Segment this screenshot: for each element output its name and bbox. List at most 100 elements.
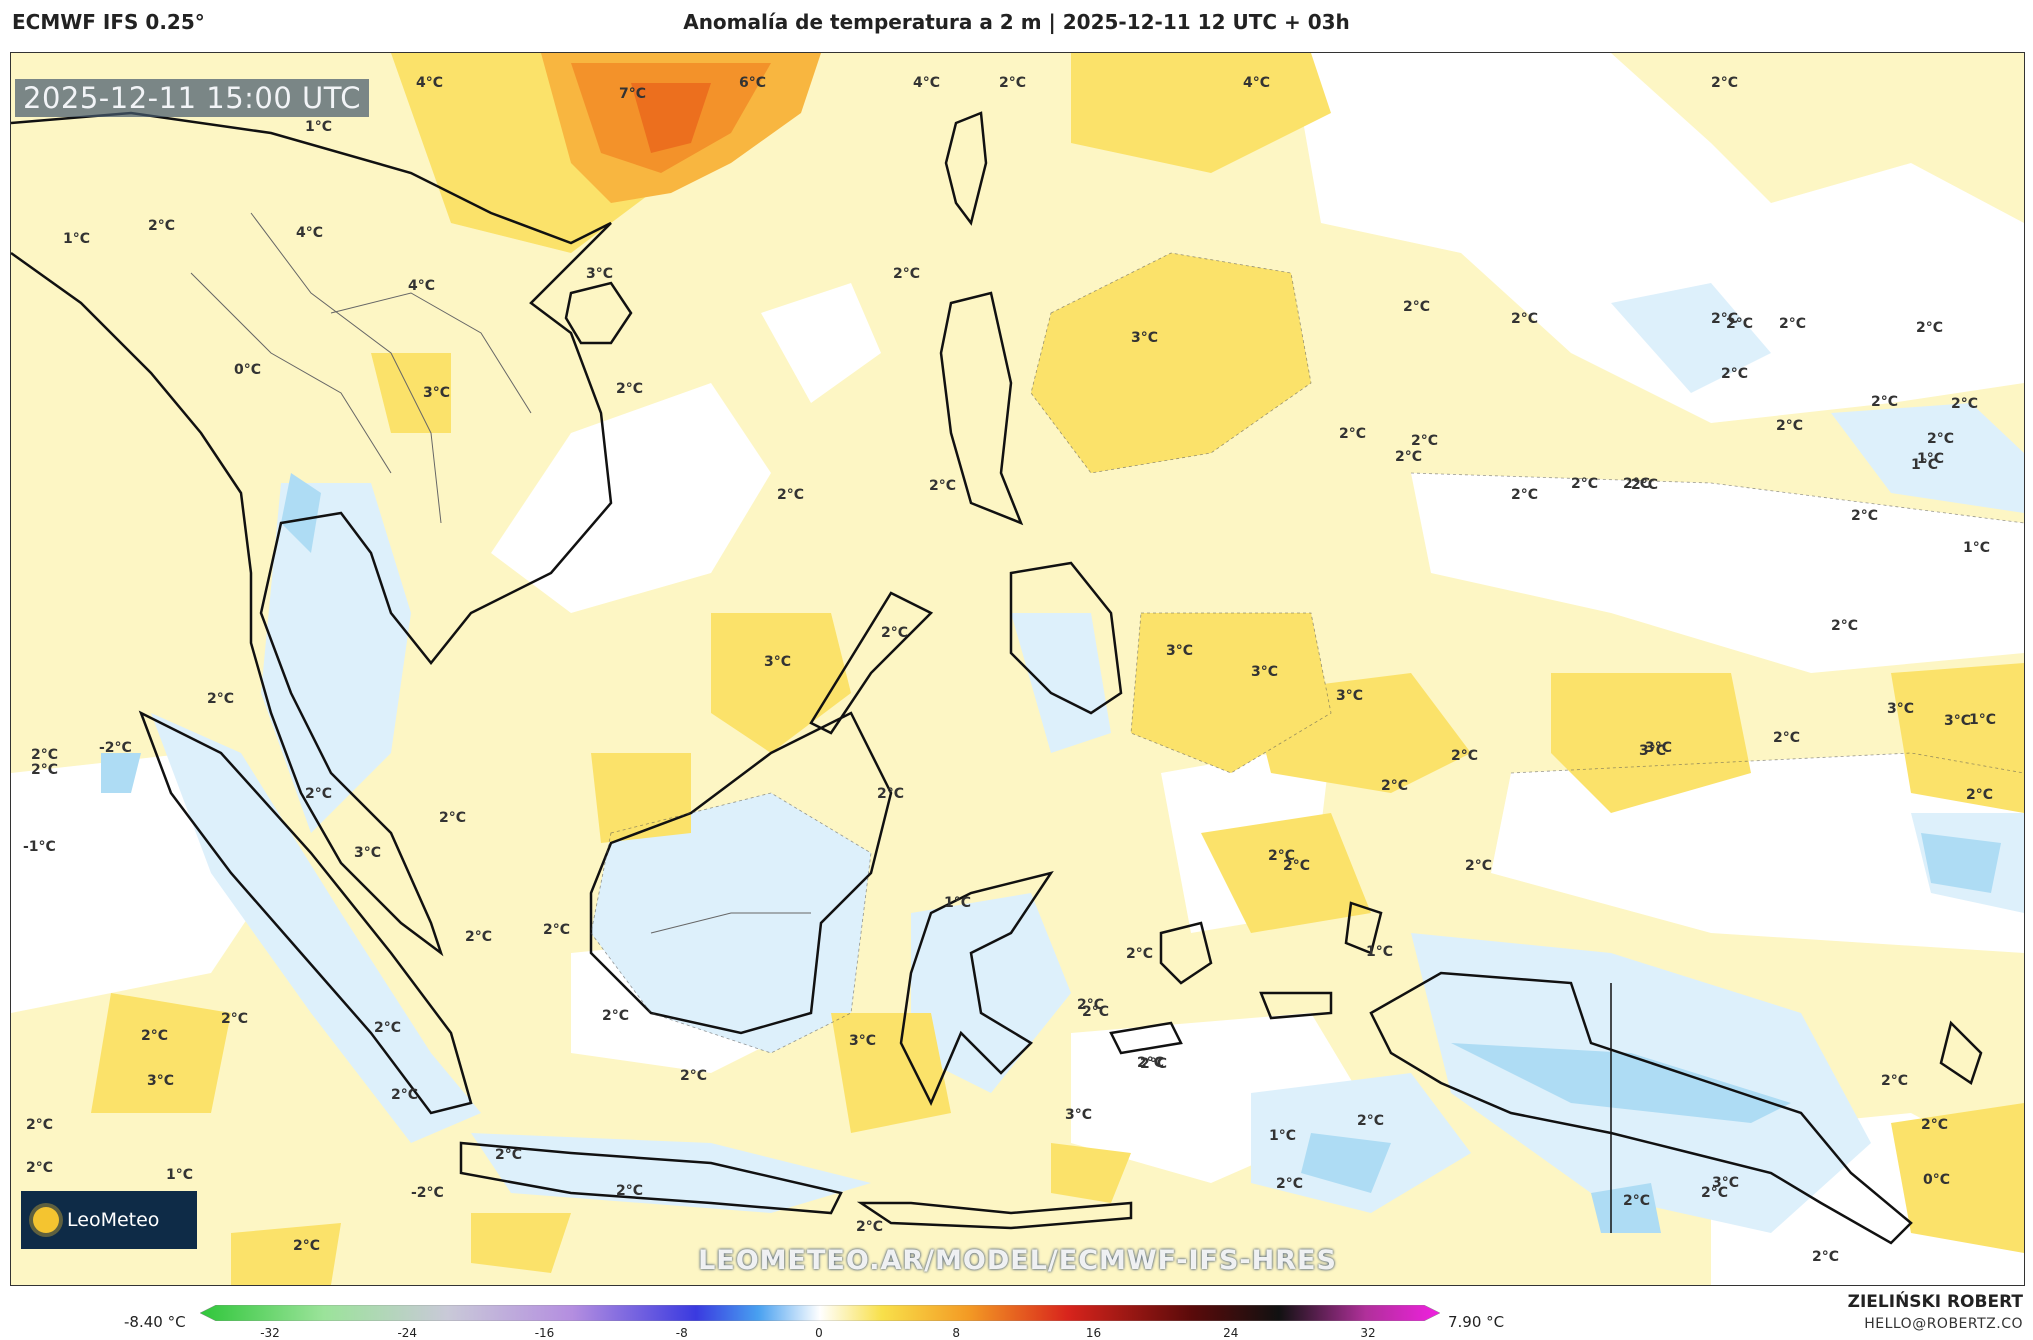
anomaly-value-label: 2°C xyxy=(1966,787,1994,803)
anomaly-value-label: 3°C xyxy=(1065,1107,1093,1123)
anomaly-value-label: 1°C xyxy=(1917,451,1945,467)
anomaly-value-label: 1°C xyxy=(1269,1128,1297,1144)
anomaly-value-label: 3°C xyxy=(354,845,382,861)
anomaly-value-label: 3°C xyxy=(1131,330,1159,346)
anomaly-value-label: 1°C xyxy=(1366,944,1394,960)
anomaly-value-label: 2°C xyxy=(1779,316,1807,332)
anomaly-value-label: 3°C xyxy=(1639,743,1667,759)
anomaly-value-label: 2°C xyxy=(1951,396,1979,412)
hot-anomaly-area xyxy=(541,53,821,203)
anomaly-value-label: 3°C xyxy=(423,385,451,401)
anomaly-value-label: 2°C xyxy=(1711,75,1739,91)
anomaly-value-label: 3°C xyxy=(147,1073,175,1089)
strong-negative-anomaly-areas xyxy=(101,473,2001,1233)
anomaly-value-label: 3°C xyxy=(1645,740,1673,756)
anomaly-value-label: 2°C xyxy=(1571,476,1599,492)
anomaly-value-label: 2°C xyxy=(1357,1113,1385,1129)
colorbar-tick-label: -16 xyxy=(534,1326,555,1340)
anomaly-value-label: 2°C xyxy=(26,1117,54,1133)
anomaly-value-label: 2°C xyxy=(495,1147,523,1163)
anomaly-value-label: 2°C xyxy=(1851,508,1879,524)
temperature-anomaly-map: 2025-12-11 15:00 UTC 4°C 7°C 6°C 4°C 2°C 4°C 2… xyxy=(10,52,2025,1286)
anomaly-value-label: 2°C xyxy=(1831,618,1859,634)
anomaly-value-label: 4°C xyxy=(913,75,941,91)
anomaly-value-label: 1°C xyxy=(1963,540,1991,556)
anomaly-value-label: 2°C xyxy=(1403,299,1431,315)
map-title: Anomalía de temperatura a 2 m | 2025-12-… xyxy=(683,10,1350,34)
moderate-positive-anomaly-areas xyxy=(91,53,2024,1285)
anomaly-value-label: 4°C xyxy=(416,75,444,91)
colorbar-min-label: -8.40 °C xyxy=(124,1313,186,1331)
colorbar-tick-label: 16 xyxy=(1085,1326,1102,1340)
anomaly-value-label: 2°C xyxy=(374,1020,402,1036)
source-watermark: LEOMETEO.AR/MODEL/ECMWF-IFS-HRES xyxy=(698,1245,1337,1276)
anomaly-value-label: 1°C xyxy=(63,231,91,247)
colorbar xyxy=(200,1305,1440,1321)
colorbar-tick-label: 32 xyxy=(1360,1326,1376,1340)
anomaly-value-label: 4°C xyxy=(408,278,436,294)
anomaly-value-label: 2°C xyxy=(31,747,59,763)
anomaly-value-label: -2°C xyxy=(411,1185,444,1201)
anomaly-value-label: 2°C xyxy=(1339,426,1367,442)
colorbar-max-label: 7.90 °C xyxy=(1448,1313,1505,1331)
anomaly-value-label: 2°C xyxy=(465,929,493,945)
anomaly-value-label: 2°C xyxy=(1140,1056,1168,1072)
logo-text: LeoMeteo xyxy=(67,1209,160,1231)
anomaly-value-label: 0°C xyxy=(234,362,262,378)
anomaly-value-label: 2°C xyxy=(26,1160,54,1176)
anomaly-value-label: 2°C xyxy=(1465,858,1493,874)
anomaly-value-label: 2°C xyxy=(1921,1117,1949,1133)
anomaly-value-label: 1°C xyxy=(166,1167,194,1183)
anomaly-value-label: 2°C xyxy=(1871,394,1899,410)
anomaly-value-label: 2°C xyxy=(1077,997,1105,1013)
anomaly-value-label: 1°C xyxy=(944,895,972,911)
anomaly-value-label: 2°C xyxy=(856,1219,884,1235)
author-email: HELLO@ROBERTZ.CO xyxy=(1864,1316,2023,1332)
anomaly-value-label: -2°C xyxy=(99,740,132,756)
anomaly-value-label: 2°C xyxy=(680,1068,708,1084)
anomaly-value-label: 2°C xyxy=(221,1011,249,1027)
anomaly-value-label: 2°C xyxy=(777,487,805,503)
anomaly-value-label: 2°C xyxy=(1881,1073,1909,1089)
anomaly-value-label: 1°C xyxy=(1911,457,1939,473)
colorbar-tick-label: 24 xyxy=(1223,1326,1239,1340)
anomaly-value-label: 4°C xyxy=(1243,75,1271,91)
valid-time-badge: 2025-12-11 15:00 UTC xyxy=(15,79,370,117)
anomaly-value-label: 2°C xyxy=(1268,848,1296,864)
sun-icon xyxy=(33,1207,59,1233)
anomaly-value-label: 2°C xyxy=(141,1028,169,1044)
anomaly-value-label: 2°C xyxy=(1411,433,1439,449)
anomaly-value-label: 2°C xyxy=(1812,1249,1840,1265)
anomaly-value-label: 6°C xyxy=(739,75,767,91)
anomaly-value-label: 2°C xyxy=(148,218,176,234)
anomaly-value-label: 2°C xyxy=(1623,1193,1651,1209)
anomaly-value-label: 2°C xyxy=(893,266,921,282)
anomaly-value-label: 2°C xyxy=(1631,477,1659,493)
anomaly-value-label: 2°C xyxy=(877,786,905,802)
anomaly-value-label: 2°C xyxy=(1511,487,1539,503)
anomaly-value-label: 2°C xyxy=(1721,366,1749,382)
anomaly-value-label: 2°C xyxy=(1773,730,1801,746)
anomaly-value-label: 0°C xyxy=(1923,1172,1951,1188)
anomaly-value-label: 1°C xyxy=(305,119,333,135)
colorbar-tick-label: -8 xyxy=(675,1326,688,1340)
anomaly-value-label: 2°C xyxy=(1381,778,1409,794)
anomaly-value-label: 2°C xyxy=(305,786,333,802)
anomaly-value-label: 2°C xyxy=(616,1183,644,1199)
colorbar-tick-label: 0 xyxy=(815,1326,823,1340)
anomaly-value-label: 2°C xyxy=(1276,1176,1304,1192)
colorbar-tick-label: 8 xyxy=(952,1326,961,1340)
anomaly-value-label: 2°C xyxy=(543,922,571,938)
anomaly-value-label: 2°C xyxy=(999,75,1027,91)
anomaly-value-label: 2°C xyxy=(31,762,59,778)
anomaly-value-label: 2°C xyxy=(929,478,957,494)
map-canvas xyxy=(11,53,2024,1285)
colorbar-tick-label: -24 xyxy=(397,1326,418,1340)
anomaly-value-label: 2°C xyxy=(391,1087,419,1103)
anomaly-value-label: 2°C xyxy=(1395,449,1423,465)
anomaly-value-label: 2°C xyxy=(207,691,235,707)
anomaly-value-label: 2°C xyxy=(1726,316,1754,332)
anomaly-value-label: 2°C xyxy=(616,381,644,397)
anomaly-value-label: 3°C xyxy=(586,266,614,282)
colorbar-tick-label: -32 xyxy=(260,1326,280,1340)
